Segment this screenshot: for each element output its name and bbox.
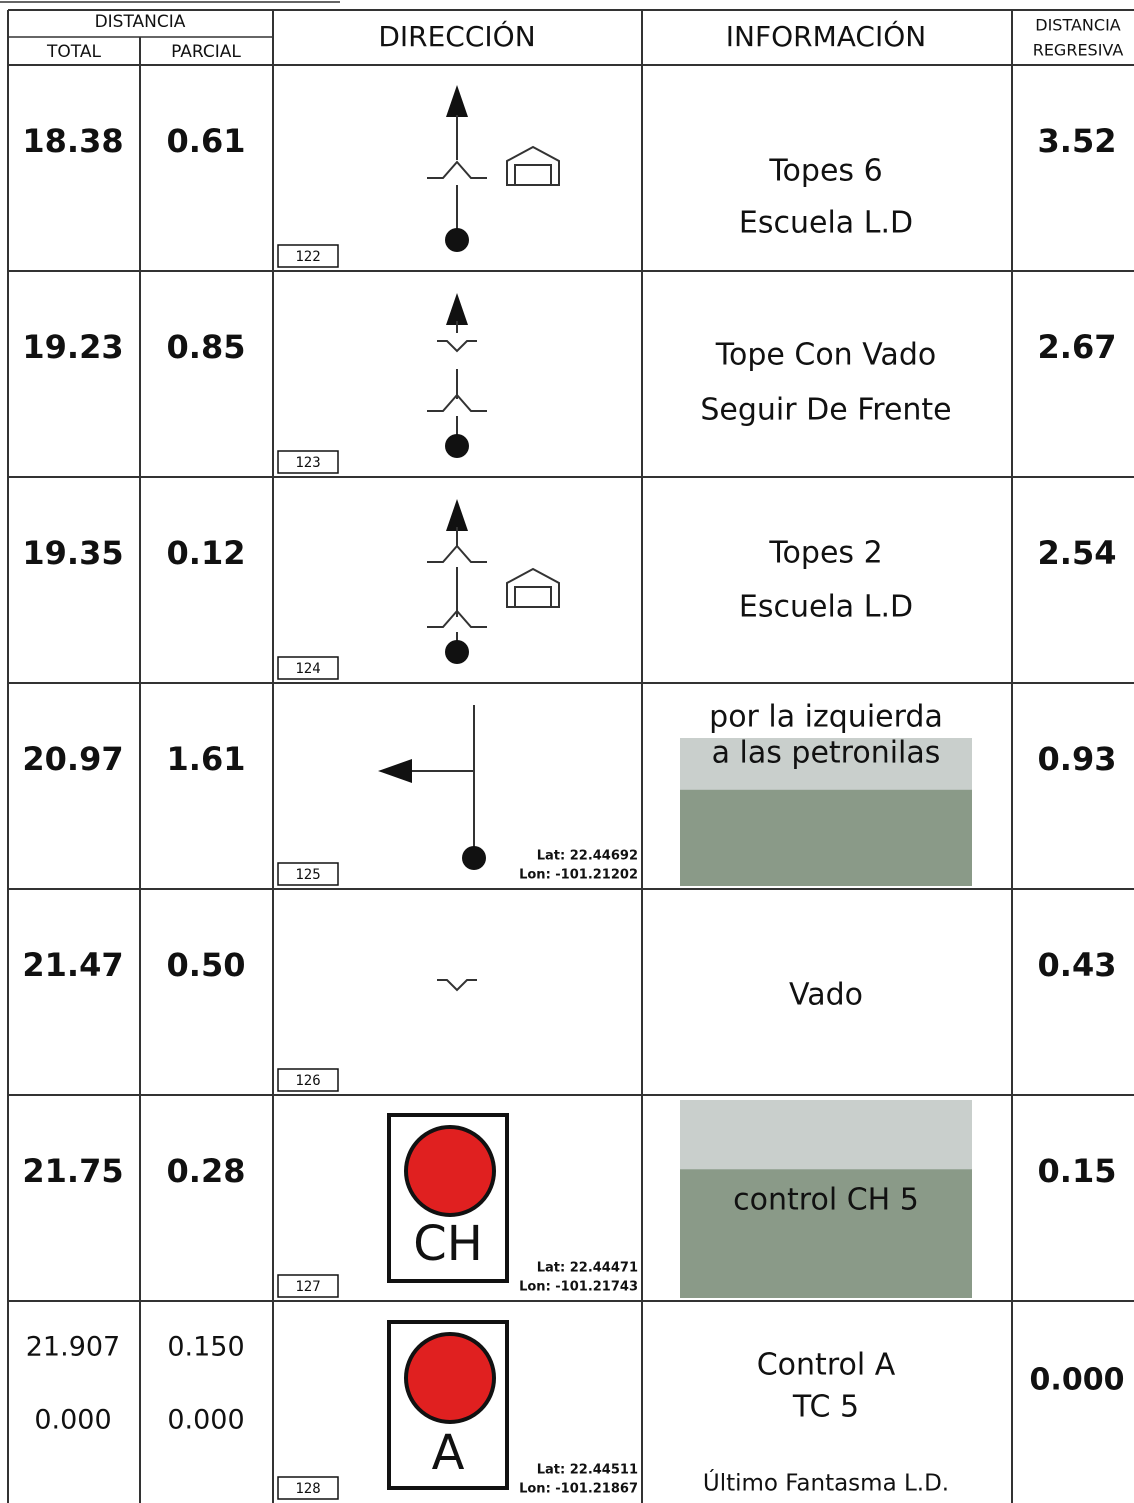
tope — [427, 544, 487, 563]
latitude: Lat: 22.44511 — [537, 1463, 638, 1478]
longitude: Lon: -101.21743 — [519, 1280, 638, 1295]
step-number: 124 — [295, 661, 320, 677]
arrow-head — [446, 85, 468, 117]
parcial: 1.61 — [167, 740, 246, 778]
parcial: 0.150 — [167, 1332, 244, 1363]
total: 0.000 — [34, 1405, 111, 1436]
photo-sky — [680, 738, 972, 790]
info-text: TC 5 — [792, 1390, 859, 1425]
info-text: Escuela L.D — [739, 206, 913, 241]
school — [506, 567, 560, 608]
header-label: TOTAL — [46, 42, 101, 62]
regresiva: 0.43 — [1038, 946, 1117, 984]
info-note: Último Fantasma L.D. — [703, 1469, 949, 1497]
info-text: Escuela L.D — [739, 590, 913, 625]
vado — [437, 979, 477, 992]
step-box — [277, 656, 339, 680]
header-label: PARCIAL — [171, 42, 241, 62]
info-text: Seguir De Frente — [700, 393, 951, 428]
regresiva: 2.67 — [1038, 328, 1117, 366]
header-label: DISTANCIA — [95, 12, 186, 32]
parcial: 0.61 — [167, 122, 246, 160]
step-number: 122 — [295, 249, 320, 265]
info-text: Control A — [757, 1348, 896, 1383]
tope — [427, 609, 487, 628]
header-label: REGRESIVA — [1033, 41, 1124, 60]
latitude: Lat: 22.44471 — [537, 1261, 638, 1276]
step-number: 127 — [295, 1279, 320, 1295]
total: 21.47 — [22, 946, 123, 984]
info-text: Tope Con Vado — [715, 338, 936, 373]
step-box — [277, 244, 339, 268]
step-box — [277, 1068, 339, 1092]
arrow-head — [446, 499, 468, 531]
info-text: Topes 2 — [768, 536, 882, 571]
parcial: 0.12 — [167, 534, 246, 572]
regresiva: 3.52 — [1038, 122, 1117, 160]
step-box — [277, 1476, 339, 1500]
regresiva: 0.93 — [1038, 740, 1117, 778]
school — [506, 145, 560, 186]
header-label: DISTANCIA — [1035, 16, 1121, 35]
info-text: Topes 6 — [768, 154, 882, 189]
header-label: INFORMACIÓN — [726, 19, 926, 53]
total: 21.75 — [22, 1152, 123, 1190]
step-number: 128 — [295, 1481, 320, 1497]
regresiva: 2.54 — [1038, 534, 1117, 572]
step-number: 125 — [295, 867, 320, 883]
dot — [462, 846, 486, 870]
total: 19.23 — [22, 328, 123, 366]
total: 20.97 — [22, 740, 123, 778]
tope — [427, 160, 487, 179]
sign-label: CH — [413, 1216, 483, 1272]
parcial: 0.50 — [167, 946, 246, 984]
longitude: Lon: -101.21202 — [519, 868, 638, 883]
arrow-head — [446, 293, 468, 325]
info-text: por la izquierda — [709, 700, 943, 735]
tope — [427, 393, 487, 412]
dot — [445, 228, 469, 252]
dot — [445, 434, 469, 458]
vado — [437, 340, 477, 353]
step-box — [277, 450, 339, 474]
dot — [445, 640, 469, 664]
total: 18.38 — [22, 122, 123, 160]
parcial: 0.85 — [167, 328, 246, 366]
longitude: Lon: -101.21867 — [519, 1482, 638, 1497]
parcial: 0.000 — [167, 1405, 244, 1436]
total: 21.907 — [26, 1332, 120, 1363]
arrow-head — [378, 759, 412, 783]
regresiva: 0.000 — [1030, 1363, 1125, 1398]
step-box — [277, 1274, 339, 1298]
info-text: control CH 5 — [733, 1183, 919, 1218]
latitude: Lat: 22.44692 — [537, 849, 638, 864]
sign-disc — [404, 1332, 496, 1424]
regresiva: 0.15 — [1038, 1152, 1117, 1190]
info-text: a las petronilas — [712, 736, 941, 771]
step-box — [277, 862, 339, 886]
sign-disc — [404, 1125, 496, 1217]
sign-label: A — [432, 1425, 465, 1481]
photo-sky — [680, 1100, 972, 1170]
step-number: 126 — [295, 1073, 320, 1089]
info-text: Vado — [789, 978, 863, 1013]
step-number: 123 — [295, 455, 320, 471]
total: 19.35 — [22, 534, 123, 572]
header-label: DIRECCIÓN — [378, 19, 535, 53]
parcial: 0.28 — [167, 1152, 246, 1190]
